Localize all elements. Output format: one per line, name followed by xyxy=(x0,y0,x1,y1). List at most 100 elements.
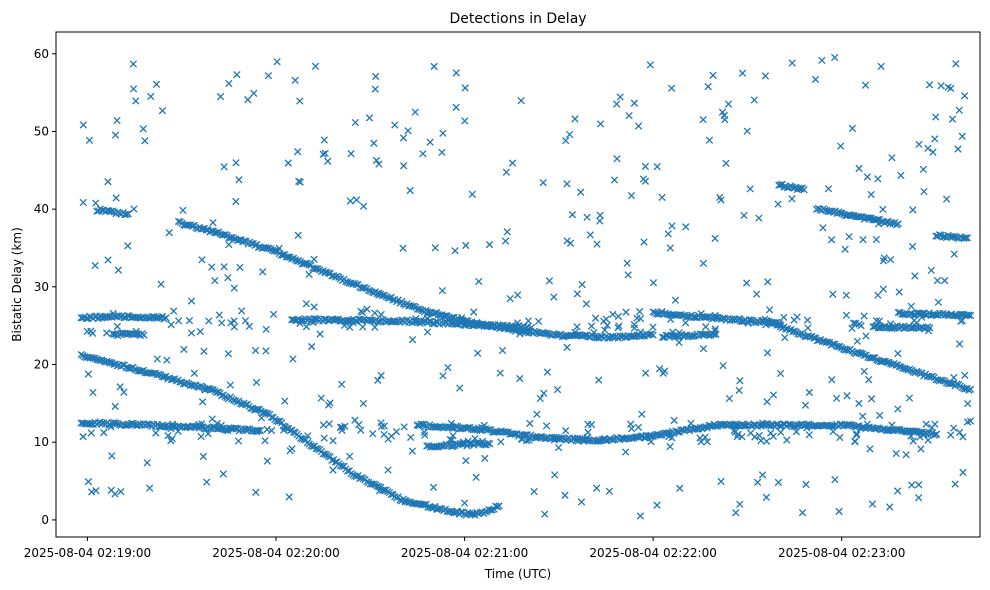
data-point xyxy=(917,445,925,453)
data-point xyxy=(179,206,187,214)
data-point xyxy=(868,500,877,508)
data-point xyxy=(225,240,233,249)
data-point xyxy=(703,438,711,446)
data-point xyxy=(104,256,112,264)
y-axis-label: Bistatic Delay (km) xyxy=(10,227,24,342)
data-point xyxy=(391,121,399,129)
data-point xyxy=(84,370,93,378)
data-point xyxy=(233,71,241,79)
data-point xyxy=(931,135,939,143)
data-point xyxy=(587,322,596,330)
data-point xyxy=(635,307,644,316)
data-point xyxy=(566,239,575,247)
data-point xyxy=(577,498,586,506)
data-point xyxy=(317,394,325,402)
data-point xyxy=(543,368,552,376)
data-point xyxy=(190,369,199,377)
data-point xyxy=(112,194,120,202)
data-point xyxy=(553,385,562,394)
data-point xyxy=(174,427,182,435)
data-point xyxy=(252,378,261,387)
data-point xyxy=(371,309,379,317)
data-point xyxy=(845,232,853,241)
data-point xyxy=(420,428,429,436)
data-point xyxy=(955,106,963,114)
data-point xyxy=(828,376,836,384)
data-point xyxy=(905,394,914,402)
data-point xyxy=(341,422,349,430)
data-point xyxy=(483,322,491,331)
data-point xyxy=(79,198,87,207)
data-point xyxy=(501,237,510,245)
data-point xyxy=(449,442,457,450)
data-point xyxy=(474,349,482,357)
data-point xyxy=(633,314,641,322)
data-point xyxy=(346,323,354,331)
data-point xyxy=(407,433,415,442)
data-point xyxy=(281,397,289,405)
data-point xyxy=(85,136,94,145)
data-point xyxy=(516,330,524,338)
data-point xyxy=(630,99,639,107)
data-point xyxy=(740,211,748,220)
data-point xyxy=(109,309,117,318)
x-axis-label: Time (UTC) xyxy=(484,567,551,581)
data-point xyxy=(565,130,574,139)
x-tick-label: 2025-08-04 02:20:00 xyxy=(212,546,339,560)
data-point xyxy=(174,317,183,325)
data-point xyxy=(226,381,235,389)
data-point xyxy=(896,322,905,331)
data-point xyxy=(464,437,472,445)
data-point xyxy=(145,484,154,492)
data-point xyxy=(852,431,861,439)
data-point xyxy=(895,288,903,296)
data-point xyxy=(641,369,650,377)
data-point xyxy=(113,322,122,331)
data-point xyxy=(262,325,270,334)
x-axis: 2025-08-04 02:19:00 2025-08-04 02:20:00 20… xyxy=(24,537,905,560)
data-point xyxy=(550,293,558,301)
data-point xyxy=(891,323,899,331)
data-point xyxy=(123,311,132,320)
data-point xyxy=(304,432,312,440)
data-point xyxy=(941,276,949,285)
data-point xyxy=(922,420,930,428)
data-point xyxy=(343,467,352,475)
data-point xyxy=(711,422,719,430)
data-point xyxy=(267,426,276,435)
data-point xyxy=(377,310,385,319)
data-point xyxy=(681,319,690,327)
data-point xyxy=(853,430,861,438)
data-point xyxy=(526,419,534,428)
data-point xyxy=(451,247,459,255)
data-point xyxy=(302,323,311,331)
plot-frame xyxy=(55,31,981,538)
data-point xyxy=(452,103,460,112)
data-point xyxy=(627,420,635,428)
data-point xyxy=(302,300,311,308)
data-point xyxy=(245,322,254,331)
data-point xyxy=(269,310,278,319)
y-tick-label: 10 xyxy=(34,435,49,449)
data-point xyxy=(400,423,408,431)
y-tick-label: 60 xyxy=(34,47,49,61)
data-point xyxy=(965,311,973,319)
data-point xyxy=(765,306,774,314)
data-point xyxy=(250,89,258,98)
data-point xyxy=(623,259,631,267)
data-point xyxy=(513,291,522,299)
data-point xyxy=(404,127,412,135)
data-point xyxy=(495,502,503,510)
data-point xyxy=(167,321,175,329)
data-point xyxy=(168,420,177,428)
data-point xyxy=(832,394,841,403)
data-point xyxy=(363,305,371,313)
data-point xyxy=(702,323,710,331)
data-point xyxy=(273,58,281,66)
data-point xyxy=(877,62,885,71)
data-point xyxy=(187,329,196,337)
data-point xyxy=(781,333,789,342)
data-point xyxy=(613,100,621,108)
